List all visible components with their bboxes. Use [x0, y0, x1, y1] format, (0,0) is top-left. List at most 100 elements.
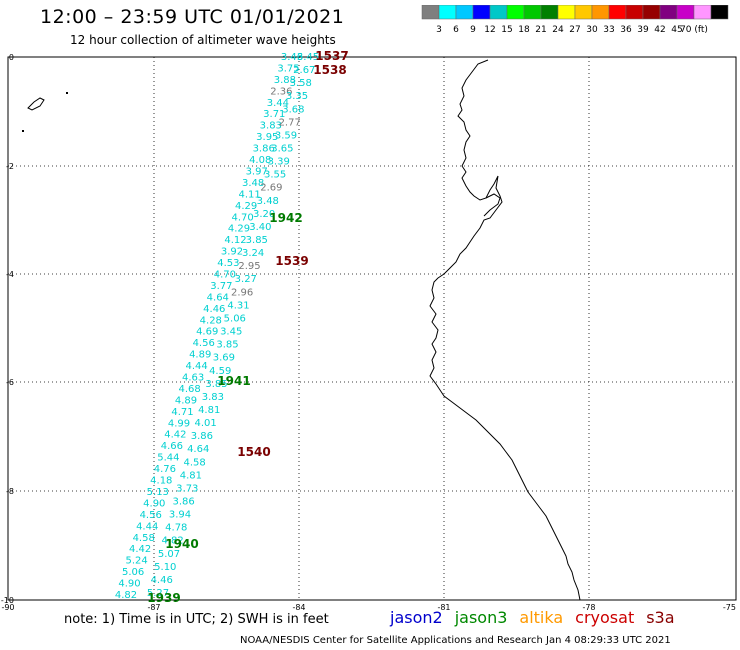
swh-label: 4.29 [235, 201, 257, 212]
islet [22, 130, 24, 132]
color-scale-label: 15 [501, 25, 512, 35]
swh-label: 4.11 [238, 189, 260, 200]
swh-label: 4.56 [140, 510, 162, 521]
swh-label: 3.86 [172, 497, 194, 508]
map-canvas: -90 -87 -84 -81 -78 -75 0 -2 -4 -6 -8 -10 3.463.75… [1, 49, 737, 612]
note-text: note: 1) Time is in UTC; 2) SWH is in fe… [64, 612, 329, 627]
swh-label: 4.12 [224, 235, 246, 246]
swh-label: 3.85 [246, 235, 268, 246]
color-scale-label: 30 [586, 25, 598, 35]
swh-label: 3.35 [286, 91, 308, 102]
lat-label: -6 [6, 378, 14, 387]
color-scale-label: 36 [620, 25, 632, 35]
color-scale-label: 42 [654, 25, 665, 35]
swh-label: 3.24 [242, 248, 264, 259]
lat-label: -2 [6, 162, 14, 171]
swh-label: 3.86 [253, 144, 275, 155]
color-scale-label: 12 [484, 25, 495, 35]
swh-label: 4.89 [189, 350, 211, 361]
swh-label: 4.70 [231, 212, 253, 223]
swh-label: 4.82 [115, 590, 137, 601]
swh-label: 2.69 [260, 183, 282, 194]
swh-label: 4.01 [194, 418, 216, 429]
swh-label: 4.42 [164, 430, 186, 441]
swh-label: 4.68 [178, 384, 200, 395]
swh-label: 3.73 [176, 483, 198, 494]
swh-label: 3.75 [277, 63, 299, 74]
color-scale-label: 6 [453, 25, 459, 35]
swh-label: 3.71 [263, 109, 285, 120]
color-scale-label: 18 [518, 25, 530, 35]
swh-label: 4.99 [168, 418, 190, 429]
legend-entry-s3a: s3a [646, 608, 675, 627]
color-scale-label: 33 [603, 25, 614, 35]
island [27, 97, 45, 111]
swh-label: 4.66 [161, 441, 183, 452]
swh-label: 5.24 [125, 556, 147, 567]
swh-label: 3.77 [210, 281, 232, 292]
coastline [429, 59, 581, 601]
pass-time-label: 1939 [147, 591, 180, 605]
swh-label: 4.76 [154, 464, 176, 475]
swh-label: 3.44 [267, 98, 289, 109]
swh-label: 5.27 [147, 588, 169, 599]
islet [66, 92, 68, 94]
pass-time-label: 1940 [165, 537, 198, 551]
map-frame [7, 56, 737, 601]
swh-label: 3.39 [268, 157, 290, 168]
swh-label: 4.89 [175, 395, 197, 406]
lon-label: -81 [437, 603, 450, 612]
credit-line: NOAA/NESDIS Center for Satellite Applica… [240, 635, 671, 646]
swh-label: 3.55 [264, 170, 286, 181]
satellite-legend: jason2 jason3 altika cryosat s3a [390, 608, 687, 627]
swh-label: 4.46 [203, 304, 225, 315]
pass-time-label: 1540 [237, 445, 270, 459]
swh-label: 3.69 [213, 353, 235, 364]
pass-time-label: 1539 [275, 254, 308, 268]
pass-time-label: 1942 [269, 211, 302, 225]
swh-label: 4.90 [143, 498, 165, 509]
swh-label: 2.67 [293, 65, 315, 76]
color-scale-label: 21 [535, 25, 546, 35]
swh-label: 4.44 [136, 521, 158, 532]
swh-label: 4.42 [129, 544, 151, 555]
swh-label: 4.58 [133, 533, 155, 544]
swh-label: 5.06 [224, 314, 246, 325]
swh-label: 3.48 [257, 196, 279, 207]
pass-time-label: 1537 [315, 49, 348, 63]
swh-label: 3.40 [249, 222, 271, 233]
lon-label: -90 [1, 603, 14, 612]
swh-label: 4.31 [227, 300, 249, 311]
lon-label: -84 [292, 603, 305, 612]
swh-label: 2.96 [231, 287, 253, 298]
swh-label: 4.63 [182, 373, 204, 384]
swh-label: 3.58 [290, 78, 312, 89]
swh-label: 2.95 [238, 261, 260, 272]
legend-entry-jason3: jason3 [454, 608, 508, 627]
swh-label: 4.71 [171, 407, 193, 418]
lat-label: -8 [6, 487, 14, 496]
color-scale-label: 9 [470, 25, 476, 35]
swh-label: 4.44 [185, 361, 207, 372]
swh-label: 4.64 [207, 292, 229, 303]
map-title: 12:00 – 23:59 UTC 01/01/2021 [40, 6, 345, 28]
swh-label: 4.08 [249, 155, 271, 166]
swh-label: 3.83 [260, 121, 282, 132]
color-scale-label: 70 (ft) [680, 25, 708, 35]
swh-label: 3.95 [256, 132, 278, 143]
swh-label: 2.36 [270, 86, 292, 97]
swh-label: 4.56 [193, 338, 215, 349]
swh-label: 4.58 [183, 457, 205, 468]
lon-label: -78 [582, 603, 595, 612]
swh-label: 5.06 [122, 567, 144, 578]
legend-entry-cryosat: cryosat [575, 608, 635, 627]
color-scale-label: 24 [552, 25, 564, 35]
swh-label: 3.48 [242, 178, 264, 189]
swh-label: 4.70 [214, 270, 236, 281]
swh-label: 4.46 [151, 575, 173, 586]
swh-label: 4.59 [209, 366, 231, 377]
map-subtitle: 12 hour collection of altimeter wave hei… [70, 33, 336, 47]
swh-label: 3.88 [274, 75, 296, 86]
swh-label: 4.64 [187, 444, 209, 455]
